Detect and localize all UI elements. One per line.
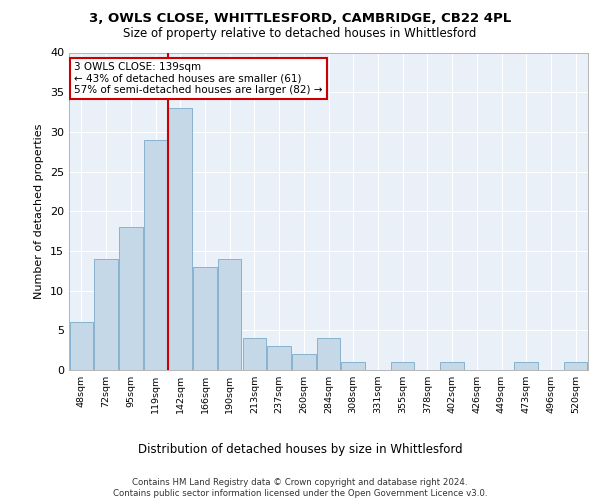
Bar [119,227,143,370]
Text: 3 OWLS CLOSE: 139sqm
← 43% of detached houses are smaller (61)
57% of semi-detac: 3 OWLS CLOSE: 139sqm ← 43% of detached h… [74,62,323,95]
Bar [193,267,217,370]
Text: Contains HM Land Registry data © Crown copyright and database right 2024.
Contai: Contains HM Land Registry data © Crown c… [113,478,487,498]
Bar [144,140,167,370]
Text: Distribution of detached houses by size in Whittlesford: Distribution of detached houses by size … [137,442,463,456]
Text: Size of property relative to detached houses in Whittlesford: Size of property relative to detached ho… [124,28,476,40]
Bar [564,362,587,370]
Text: 3, OWLS CLOSE, WHITTLESFORD, CAMBRIDGE, CB22 4PL: 3, OWLS CLOSE, WHITTLESFORD, CAMBRIDGE, … [89,12,511,26]
Bar [341,362,365,370]
Bar [169,108,192,370]
Bar [242,338,266,370]
Bar [292,354,316,370]
Bar [391,362,415,370]
Bar [268,346,291,370]
Y-axis label: Number of detached properties: Number of detached properties [34,124,44,299]
Bar [218,259,241,370]
Bar [70,322,93,370]
Bar [317,338,340,370]
Bar [514,362,538,370]
Bar [94,259,118,370]
Bar [440,362,464,370]
